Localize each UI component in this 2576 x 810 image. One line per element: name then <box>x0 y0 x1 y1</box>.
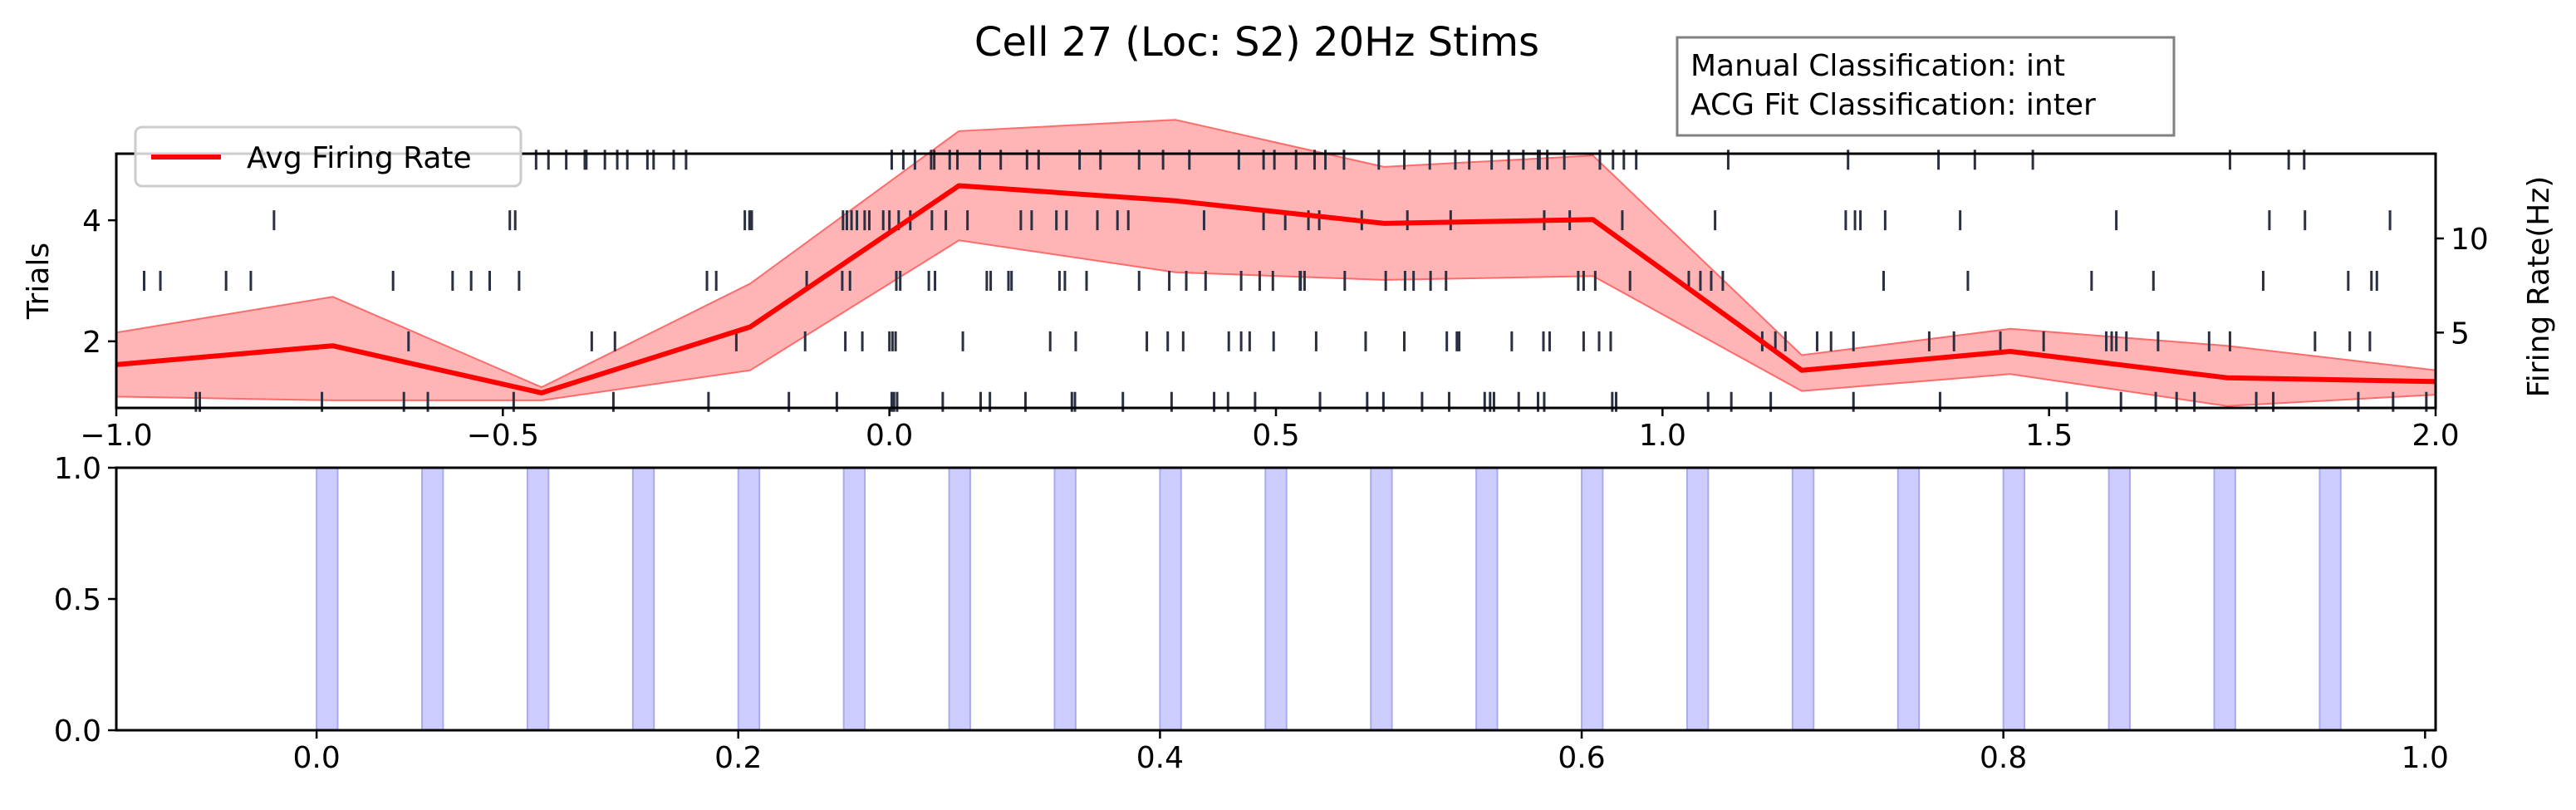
stimulus-window <box>2107 467 2131 731</box>
avg-firing-rate-point <box>2009 351 2011 352</box>
stimulus-panel: 0.0 0.2 0.4 0.6 0.8 1.0 0.0 0.5 1.0 <box>54 452 2449 775</box>
acg-fit-classification-text: ACG Fit Classification: inter <box>1690 88 2096 122</box>
bottom-y-tick-label: 0.0 <box>54 714 101 749</box>
chart-title: Cell 27 (Loc: S2) 20Hz Stims <box>974 19 1539 66</box>
trials-axis-label: Trials <box>22 243 56 320</box>
stimulus-window <box>1685 467 1710 731</box>
trial-2-spikes <box>407 331 2372 351</box>
stimulus-window <box>1581 467 1604 731</box>
trials-y-tick-label: 2 <box>82 326 101 360</box>
avg-firing-rate-point <box>541 392 542 394</box>
bottom-x-tick-label: 1.0 <box>2402 741 2449 775</box>
top-x-tick-label: 2.0 <box>2412 419 2459 453</box>
stimulus-window <box>1791 467 1815 731</box>
bottom-x-tick-label: 0.4 <box>1136 741 1184 775</box>
trials-y-axis: 24 <box>82 204 116 360</box>
annotation-box <box>1676 36 2176 137</box>
trial-3-spikes <box>143 271 2378 291</box>
stimulus-windows <box>316 467 2342 731</box>
avg-firing-rate-point <box>1175 200 1176 202</box>
stimulus-window <box>1053 467 1077 731</box>
bottom-y-axis: 0.0 0.5 1.0 <box>54 452 116 749</box>
top-x-tick-label: −0.5 <box>467 419 539 453</box>
top-x-tick-label: −1.0 <box>80 419 152 453</box>
avg-firing-rate-point <box>1801 370 1803 371</box>
stimulus-window <box>2213 467 2236 731</box>
top-x-tick-label: 0.5 <box>1252 419 1299 453</box>
firing-rate-y-tick-label: 5 <box>2451 317 2470 351</box>
legend-frame <box>134 125 523 188</box>
top-x-tick-label: 0.0 <box>866 419 913 453</box>
stimulus-window <box>1370 467 1393 731</box>
manual-classification-text: Manual Classification: int <box>1690 49 2065 83</box>
stimulus-window <box>316 467 339 731</box>
avg-firing-rate-point <box>2226 377 2228 379</box>
stimulus-window <box>526 467 550 731</box>
top-x-tick-label: 1.0 <box>1639 419 1686 453</box>
avg-firing-rate-line <box>115 183 2436 395</box>
bottom-y-tick-label: 1.0 <box>54 452 101 486</box>
stimulus-window <box>631 467 655 731</box>
top-x-axis: −1.0 −0.5 0.0 0.5 1.0 1.5 2.0 <box>80 408 2460 453</box>
bottom-x-tick-label: 0.8 <box>1980 741 2027 775</box>
legend-label-avg-firing-rate: Avg Firing Rate <box>247 141 472 175</box>
stimulus-window <box>1159 467 1182 731</box>
raster-firing-rate-panel: −1.0 −0.5 0.0 0.5 1.0 1.5 2.0 24 510 Trials Fi… <box>22 119 2556 453</box>
firing-rate-y-axis: 5 10 <box>2436 223 2489 351</box>
firing-rate-axis-label: Firing Rate(Hz) <box>2522 176 2556 398</box>
stimulus-window <box>421 467 444 731</box>
stimulus-window <box>1475 467 1499 731</box>
bottom-x-axis: 0.0 0.2 0.4 0.6 0.8 1.0 <box>292 730 2449 775</box>
firing-rate-y-tick-label: 10 <box>2451 223 2489 257</box>
bottom-x-tick-label: 0.0 <box>292 741 340 775</box>
trials-y-tick-label: 4 <box>82 204 101 238</box>
top-x-tick-label: 1.5 <box>2025 419 2073 453</box>
classification-annotation: Manual Classification: int ACG Fit Class… <box>1676 36 2176 137</box>
stimulus-window <box>842 467 866 731</box>
stimulus-window <box>1264 467 1288 731</box>
stimulus-window <box>948 467 971 731</box>
bottom-x-tick-label: 0.2 <box>714 741 762 775</box>
stimulus-window <box>737 467 761 731</box>
bottom-y-tick-label: 0.5 <box>54 583 101 617</box>
stimulus-window <box>2002 467 2026 731</box>
bottom-x-tick-label: 0.6 <box>1558 741 1605 775</box>
legend: Avg Firing Rate <box>134 125 523 188</box>
stimulus-window <box>1896 467 1921 731</box>
avg-firing-rate-point <box>1592 218 1594 220</box>
avg-firing-rate-point <box>749 326 751 328</box>
trial-4-spikes <box>272 210 2392 231</box>
stimulus-window <box>2318 467 2342 731</box>
